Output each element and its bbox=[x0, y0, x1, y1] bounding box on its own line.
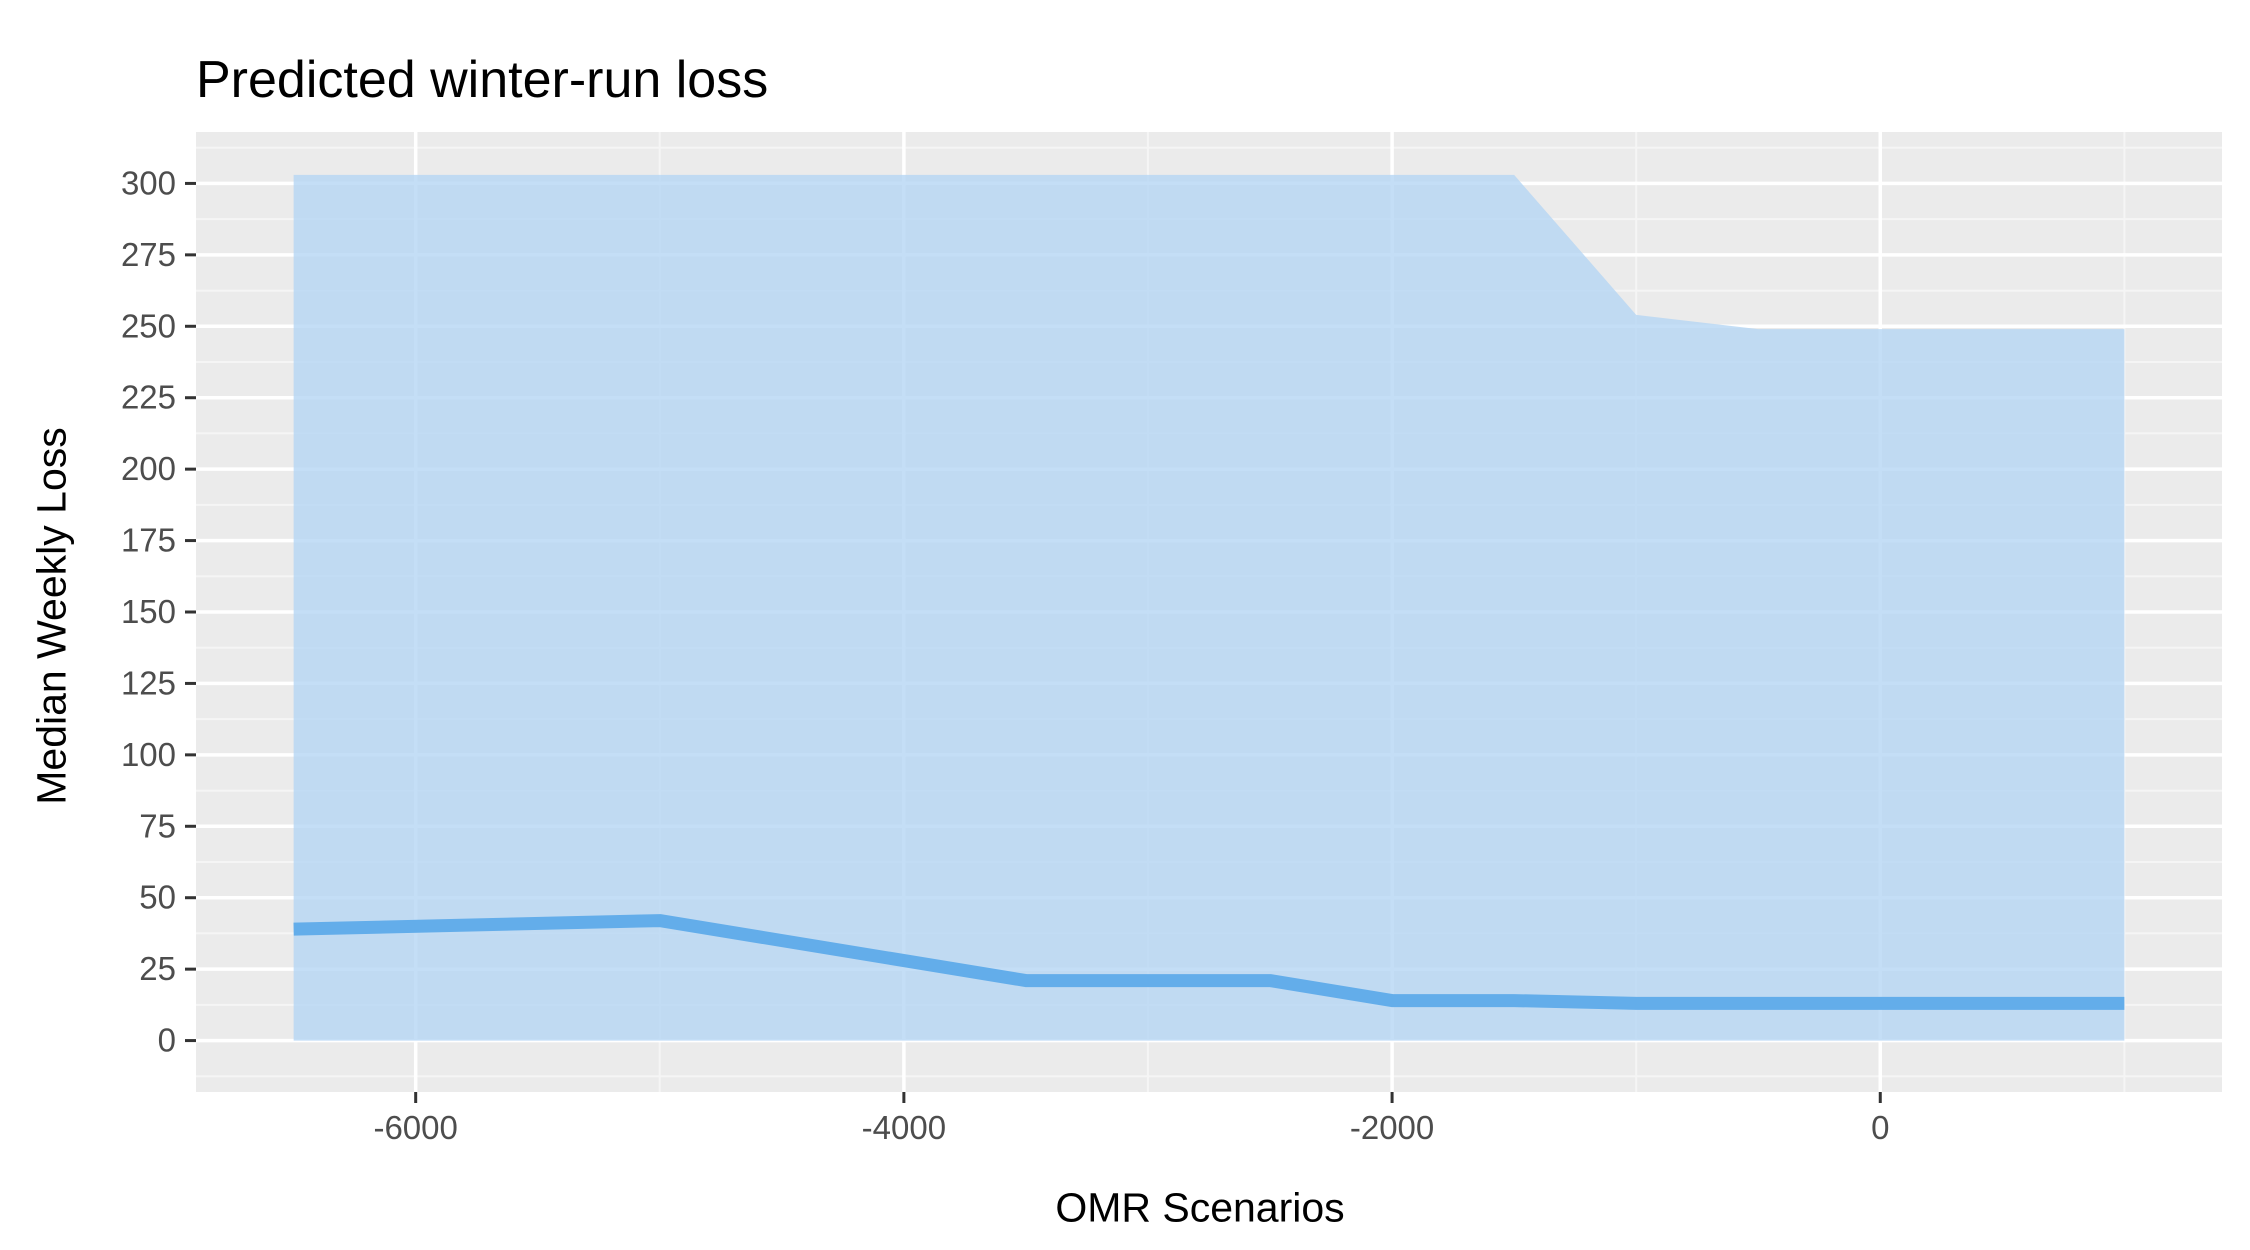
y-tick-label: 275 bbox=[121, 236, 176, 273]
y-tick-label: 50 bbox=[139, 879, 176, 916]
y-tick-label: 250 bbox=[121, 307, 176, 344]
y-tick-label: 300 bbox=[121, 164, 176, 201]
x-tick-label: -2000 bbox=[1350, 1109, 1434, 1146]
y-tick-label: 125 bbox=[121, 664, 176, 701]
y-tick-label: 200 bbox=[121, 450, 176, 487]
median-loss-line bbox=[293, 914, 2125, 1010]
x-tick-label: 0 bbox=[1871, 1109, 1889, 1146]
series-layer bbox=[293, 174, 2125, 1041]
axis-tick-labels: 0 25 50 75 100 125 150 175 200 225 250 275 300 -6000 -… bbox=[121, 164, 1890, 1146]
y-tick-label: 175 bbox=[121, 522, 176, 559]
y-tick-label: 100 bbox=[121, 736, 176, 773]
y-tick-label: 75 bbox=[139, 807, 176, 844]
chart-title: Predicted winter-run loss bbox=[196, 51, 769, 109]
x-tick-label: -6000 bbox=[373, 1109, 457, 1146]
y-tick-label: 25 bbox=[139, 950, 176, 987]
y-tick-label: 0 bbox=[158, 1022, 176, 1059]
y-tick-label: 150 bbox=[121, 593, 176, 630]
confidence-ribbon bbox=[293, 174, 2125, 1041]
x-tick-label: -4000 bbox=[862, 1109, 946, 1146]
x-axis-label: OMR Scenarios bbox=[1055, 1184, 1345, 1231]
y-tick-label: 225 bbox=[121, 379, 176, 416]
axis-ticks bbox=[185, 181, 1882, 1103]
